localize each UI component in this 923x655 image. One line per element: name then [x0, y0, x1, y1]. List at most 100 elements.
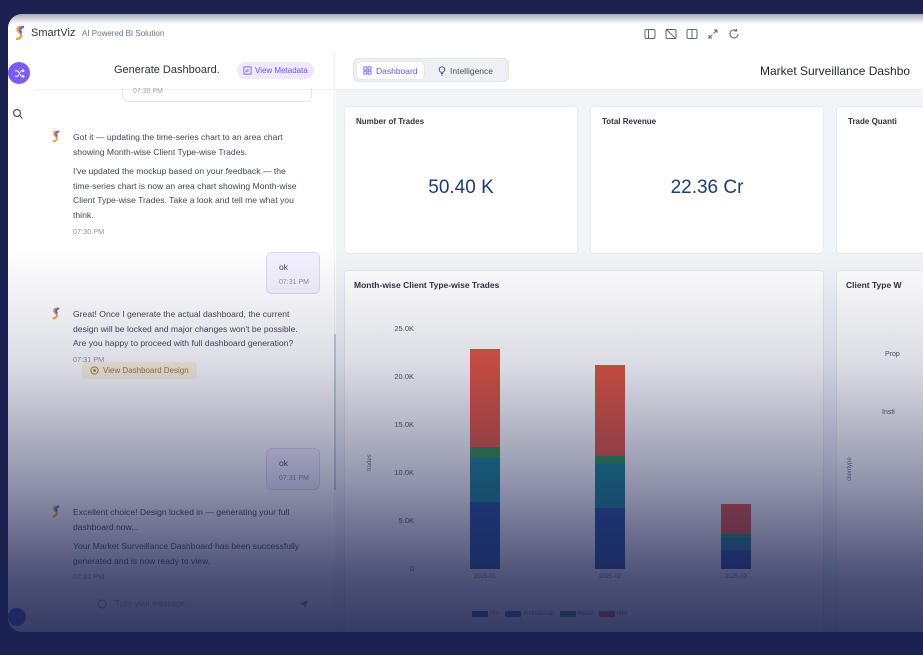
bar-segment[interactable] [470, 447, 500, 458]
top-bar: SmartViz AI Powered BI Solution [8, 14, 923, 52]
assistant-message: Great! Once I generate the actual dashbo… [52, 307, 303, 364]
attach-icon[interactable] [97, 599, 107, 609]
view-metadata-button[interactable]: View Metadata [237, 62, 314, 79]
message-text: ok [279, 458, 288, 468]
shuffle-icon [14, 68, 25, 78]
bar-segment[interactable] [721, 503, 751, 535]
y-tick-label: 0 [409, 564, 414, 573]
bar-segment[interactable] [470, 501, 500, 569]
brand-tagline: AI Powered BI Solution [82, 29, 165, 38]
window-controls [644, 27, 740, 40]
tab-dashboard-label: Dashboard [376, 65, 418, 76]
category-label: Prop [885, 351, 900, 358]
user-avatar[interactable] [8, 608, 26, 626]
x-tick-label: 2025-03 [724, 574, 748, 580]
previous-user-message: 07:30 PM [122, 88, 312, 102]
bar-segment[interactable] [595, 464, 625, 508]
assistant-message: Excellent choice! Design locked in — gen… [52, 505, 303, 582]
y-tick-label: 25.0K [394, 324, 414, 333]
shuffle-button[interactable] [8, 62, 30, 84]
kpi-card-quantity: Trade Quanti [836, 106, 923, 254]
legend-item[interactable]: Institutional [505, 611, 554, 617]
bar-segment[interactable] [721, 534, 751, 538]
message-text: Excellent choice! Design locked in — gen… [73, 507, 290, 532]
send-icon[interactable] [299, 599, 309, 609]
tab-dashboard[interactable]: Dashboard [357, 62, 424, 79]
chart-legend: Pro Institutional Retail HNI [472, 611, 627, 617]
assistant-logo-icon [52, 130, 60, 143]
y-tick-label: 15.0K [394, 420, 414, 429]
expand-icon[interactable] [707, 27, 719, 39]
legend-swatch [505, 611, 522, 617]
kpi-value: 22.36 Cr [670, 177, 744, 198]
view-metadata-label: View Metadata [255, 66, 308, 75]
legend-swatch [472, 611, 488, 617]
dashboard-title: Market Surveillance Dashbo [760, 64, 911, 78]
refresh-icon[interactable] [728, 27, 740, 39]
design-icon [90, 366, 99, 375]
chat-header: Generate Dashboard. View Metadata [35, 52, 334, 90]
category-label: Insti [882, 409, 895, 416]
bar-segment[interactable] [470, 349, 500, 448]
bar-segment[interactable] [595, 507, 625, 569]
design-chip-label: View Dashboard Design [103, 366, 189, 375]
legend-label: Pro [490, 611, 500, 617]
legend-item[interactable]: Pro [472, 611, 499, 617]
lightbulb-icon [438, 65, 446, 75]
y-tick-label: 5.0K [398, 516, 414, 525]
message-text: Are you happy to proceed with full dashb… [73, 338, 294, 349]
message-time: 07:31 PM [279, 475, 309, 482]
x-tick-label: 2025-01 [473, 574, 497, 580]
panel-left-icon[interactable] [644, 27, 656, 39]
chat-title: Generate Dashboard. [114, 64, 220, 76]
legend-label: HNI [617, 611, 628, 617]
kpi-card-revenue: Total Revenue 22.36 Cr [590, 106, 824, 254]
assistant-message: Got it — updating the time-series chart … [52, 130, 303, 236]
search-icon[interactable] [12, 108, 24, 120]
message-text: Got it — updating the time-series chart … [73, 132, 283, 157]
view-dashboard-design-button[interactable]: View Dashboard Design [82, 362, 197, 379]
assistant-logo-icon [52, 505, 60, 518]
legend-item[interactable]: Retail [559, 611, 594, 617]
bar-segment[interactable] [595, 365, 625, 456]
chat-panel: Generate Dashboard. View Metadata 07:30 … [35, 52, 337, 632]
left-rail [8, 52, 30, 632]
chat-input-bar[interactable]: Type your message... [61, 596, 321, 614]
message-time: 07:31 PM [279, 279, 309, 286]
y-tick-label: 10.0K [394, 468, 414, 477]
message-text: Your Market Surveillance Dashboard has b… [73, 541, 300, 566]
kpi-value: 50.40 K [428, 177, 494, 198]
tab-intelligence[interactable]: Intelligence [432, 62, 499, 79]
dashboard-header: Dashboard Intelligence Market Surveillan… [336, 52, 923, 90]
user-message: ok 07:31 PM [266, 448, 320, 490]
brand-name: SmartViz [31, 27, 76, 39]
kpi-card-trades: Number of Trades 50.40 K [344, 106, 578, 254]
smartviz-logo-icon [15, 25, 25, 41]
bar-segment[interactable] [721, 549, 751, 569]
message-time: 07:30 PM [73, 226, 105, 236]
bar-chart-icon [243, 66, 252, 75]
bar-segment[interactable] [595, 455, 625, 465]
kpi-label: Total Revenue [602, 117, 657, 126]
kpi-label: Number of Trades [356, 117, 425, 126]
legend-swatch [599, 611, 616, 617]
split-view-icon[interactable] [686, 27, 698, 39]
chat-input-placeholder[interactable]: Type your message... [115, 599, 192, 608]
panel-off-icon[interactable] [665, 27, 677, 40]
bar-segment[interactable] [721, 537, 751, 550]
legend-label: Retail [577, 611, 594, 617]
message-time: 07:30 PM [133, 88, 163, 95]
dashboard-area: Dashboard Intelligence Market Surveillan… [336, 52, 923, 632]
client-type-chart-card: Client Type W Prop Insti clientype [836, 270, 923, 632]
chart-card: Month-wise Client Type-wise Trades trade… [344, 270, 824, 632]
x-tick-label: 2025-02 [598, 574, 622, 580]
legend-item[interactable]: HNI [599, 611, 627, 617]
app-window: SmartViz AI Powered BI Solution Generate… [8, 14, 923, 632]
message-time: 07:32 PM [73, 572, 105, 582]
assistant-logo-icon [52, 307, 60, 320]
chart-title: Client Type W [846, 280, 902, 290]
bar-segment[interactable] [470, 457, 500, 502]
message-text: Great! Once I generate the actual dashbo… [73, 309, 298, 334]
chart-plot: 0 5.0K 10.0K 15.0K 20.0K 25.0K 2025-01 2025-02 2… [345, 271, 825, 632]
kpi-label: Trade Quanti [848, 117, 897, 126]
